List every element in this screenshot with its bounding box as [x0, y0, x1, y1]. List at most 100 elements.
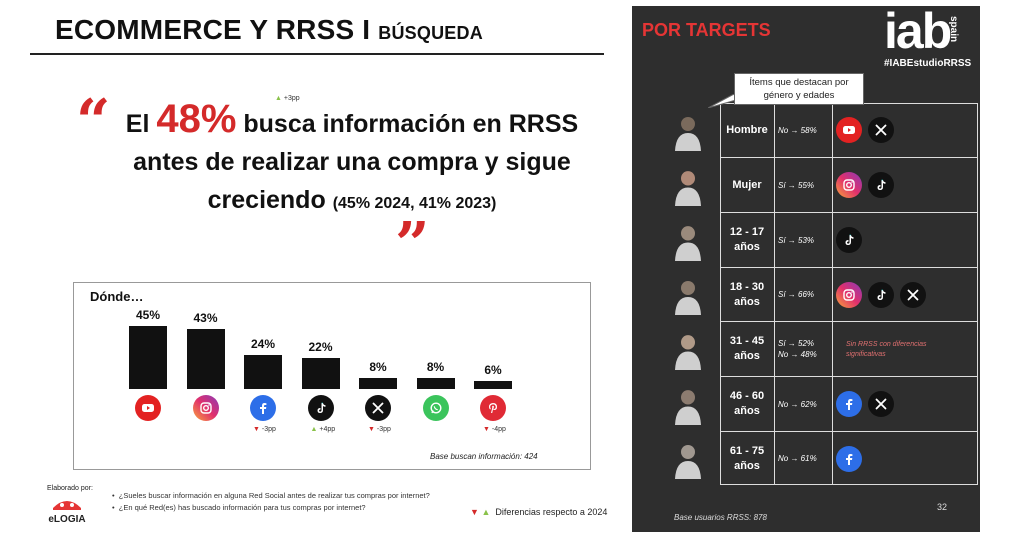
- target-label: 31 - 45 años: [720, 322, 775, 376]
- headline: El 48% busca información en RRSS antes d…: [112, 97, 592, 223]
- target-value: No → 61%: [778, 454, 817, 463]
- target-values: No → 62%: [778, 377, 833, 431]
- tiktok-icon: [836, 227, 862, 253]
- title-divider: [30, 53, 604, 55]
- panel-hashtag: #IABEstudioRRSS: [884, 58, 972, 69]
- target-label: 61 - 75 años: [720, 432, 775, 485]
- arrow-up-icon: ▲: [275, 95, 282, 102]
- page-subtitle: BÚSQUEDA: [378, 23, 483, 43]
- target-row: 61 - 75 años No → 61%: [720, 431, 978, 485]
- target-label: Mujer: [720, 158, 775, 212]
- elogia-logo: eLOGIA: [45, 494, 89, 525]
- tiktok-icon: [307, 395, 334, 421]
- target-values: Sí → 52% No → 48%: [778, 322, 833, 376]
- chart-bar: [186, 328, 225, 389]
- arrow-up-icon: ▲: [310, 426, 318, 433]
- target-values: Sí → 53%: [778, 213, 833, 267]
- bar-value-label: 8%: [426, 359, 445, 374]
- bar-delta-text: +4pp: [317, 426, 336, 433]
- person-photo-icon: [663, 220, 713, 261]
- target-row: Hombre No → 58%: [720, 103, 978, 157]
- close-quote-mark: ”: [395, 210, 430, 280]
- facebook-icon: [836, 391, 862, 417]
- bar-value-label: 8%: [369, 359, 387, 374]
- bar-delta: ▼ -3pp: [368, 426, 391, 433]
- headline-delta: ▲ +3pp: [275, 95, 300, 102]
- bar-delta-text: -3pp: [259, 426, 276, 433]
- page-number: 32: [937, 502, 948, 512]
- facebook-icon: [250, 395, 276, 421]
- bar-value-label: 24%: [250, 337, 276, 352]
- target-label: 12 - 17 años: [720, 213, 775, 267]
- target-label: 18 - 30 años: [720, 268, 775, 321]
- target-icons: [836, 268, 926, 321]
- youtube-icon: [135, 395, 161, 421]
- target-icons: [836, 103, 894, 157]
- target-row: 46 - 60 años No → 62%: [720, 376, 978, 431]
- bar-delta: ▼ -3pp: [253, 426, 276, 433]
- bar-value-label: 6%: [484, 362, 502, 377]
- chart-title: Dónde…: [90, 289, 144, 304]
- page-title: ECOMMERCE Y RRSS I BÚSQUEDA: [55, 14, 483, 46]
- target-values: No → 61%: [778, 432, 833, 485]
- target-value: Sí → 52%: [778, 339, 815, 348]
- facebook-icon: [836, 445, 862, 472]
- arrow-down-icon: ▼: [253, 426, 260, 433]
- headline-small: (45% 2024, 41% 2023): [332, 195, 497, 212]
- target-icons: [836, 213, 862, 267]
- target-icons: [836, 432, 862, 485]
- target-row: 31 - 45 años Sí → 52% No → 48% Sin RRSS con…: [720, 321, 978, 376]
- chart-base-note: Base buscan información: 424: [430, 452, 538, 461]
- x-icon: [365, 395, 391, 421]
- page-title-main: ECOMMERCE Y RRSS I: [55, 14, 371, 45]
- chart-bar: [244, 355, 282, 389]
- target-note: Sin RRSS con diferencias significativas: [846, 341, 927, 358]
- arrow-up-icon: ▲: [481, 507, 491, 517]
- target-label: Hombre: [720, 103, 775, 157]
- tiktok-icon: [868, 172, 894, 198]
- target-icons: [836, 158, 894, 212]
- svg-text:eLOGIA: eLOGIA: [48, 514, 85, 524]
- panel-base-note: Base usuarios RRSS: 878: [674, 513, 767, 522]
- target-values: Sí → 55%: [778, 158, 833, 212]
- open-quote-mark: “: [76, 87, 111, 157]
- bar-delta: ▼ -4pp: [483, 426, 506, 433]
- footnotes: • ¿Sueles buscar información en alguna R…: [112, 490, 430, 514]
- chart-bar: [474, 380, 512, 389]
- target-values: No → 58%: [778, 103, 833, 157]
- target-value: Sí → 53%: [778, 235, 815, 245]
- target-value: Sí → 55%: [778, 180, 815, 190]
- person-photo-icon: [663, 439, 713, 479]
- panel-title: POR TARGETS: [642, 20, 771, 40]
- bar-delta-text: -4pp: [489, 426, 506, 433]
- target-row: Mujer Sí → 55%: [720, 157, 978, 212]
- callout-box: Ítems que destacan por género y edades: [734, 73, 864, 105]
- target-value: Sí → 66%: [778, 290, 815, 299]
- arrow-down-icon: ▼: [483, 426, 490, 433]
- whatsapp-icon: [422, 395, 449, 421]
- person-photo-icon: [663, 111, 713, 151]
- target-row: 12 - 17 años Sí → 53%: [720, 212, 978, 267]
- instagram-icon: [836, 281, 862, 308]
- headline-part2: busca información en RRSS antes de reali…: [133, 110, 579, 214]
- instagram-icon: [192, 395, 219, 421]
- x-icon: [868, 117, 894, 143]
- x-icon: [900, 281, 926, 308]
- bar-delta-text: -3pp: [374, 426, 391, 433]
- target-value: No → 48%: [778, 350, 817, 359]
- bar-value-label: 45%: [135, 308, 161, 322]
- chart-bar: [359, 377, 397, 389]
- pinterest-icon: [480, 395, 506, 421]
- arrow-down-icon: ▼: [368, 426, 375, 433]
- person-photo-icon: [663, 275, 713, 315]
- arrow-down-icon: ▼: [470, 507, 479, 517]
- chart-bar: [129, 326, 167, 389]
- person-photo-icon: [663, 384, 713, 425]
- target-value: No → 58%: [778, 125, 817, 135]
- headline-pct: 48%: [156, 97, 237, 141]
- instagram-icon: [836, 172, 862, 198]
- target-values: Sí → 66%: [778, 268, 833, 321]
- bar-value-label: 43%: [193, 310, 218, 325]
- footnote-1: • ¿Sueles buscar información en alguna R…: [112, 491, 430, 500]
- iab-logo-spain: spain: [948, 16, 959, 43]
